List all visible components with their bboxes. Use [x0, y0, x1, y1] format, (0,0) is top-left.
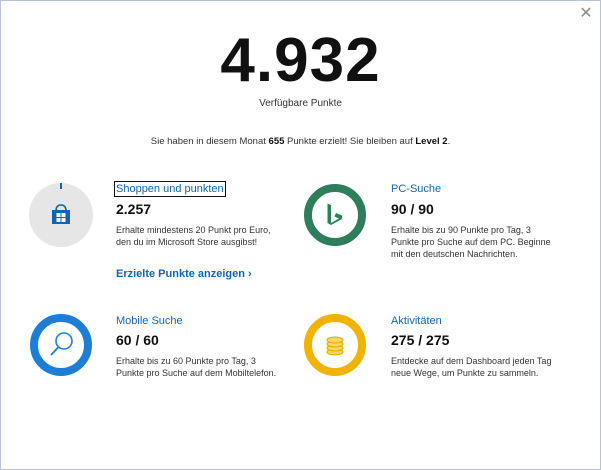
card-desc-mobile-search: Erhalte bis zu 60 Punkte pro Tag, 3 Punk…: [116, 356, 277, 378]
card-title-mobile-search[interactable]: Mobile Suche: [116, 315, 183, 327]
monthly-summary: Sie haben in diesem Monat 655 Punkte erz…: [0, 136, 601, 147]
show-earned-points-link[interactable]: Erzielte Punkte anzeigen ›: [116, 268, 252, 280]
summary-points: 655: [268, 136, 285, 147]
summary-level: Level 2: [415, 136, 448, 147]
card-title-activities[interactable]: Aktivitäten: [391, 315, 442, 327]
card-value-activities: 275 / 275: [391, 332, 450, 348]
card-desc-pc-search: Erhalte bis zu 90 Punkte pro Tag, 3 Punk…: [391, 225, 551, 259]
card-desc-activities: Entdecke auf dem Dashboard jeden Tag neu…: [391, 356, 552, 378]
available-points-label: Verfügbare Punkte: [259, 98, 342, 109]
card-value-shopping: 2.257: [116, 201, 152, 217]
magnifier-icon: [30, 314, 92, 376]
card-desc-shopping: Erhalte mindestens 20 Punkt pro Euro, de…: [116, 225, 271, 247]
store-bag-icon: [29, 183, 93, 247]
card-title-shopping[interactable]: Shoppen und punkten: [114, 181, 226, 197]
coins-icon: [304, 314, 366, 376]
card-value-pc-search: 90 / 90: [391, 201, 434, 217]
chevron-right-icon: ›: [248, 268, 252, 280]
close-icon[interactable]: ✕: [579, 5, 593, 22]
card-title-pc-search[interactable]: PC-Suche: [391, 183, 442, 195]
summary-text-1: Sie haben in diesem Monat: [150, 136, 269, 147]
summary-text-3: .: [447, 136, 451, 147]
show-earned-points-label: Erzielte Punkte anzeigen: [116, 268, 245, 280]
available-points-value: 4.932: [220, 26, 381, 95]
summary-text-2: Punkte erzielt! Sie bleiben auf: [284, 136, 416, 147]
card-value-mobile-search: 60 / 60: [116, 332, 159, 348]
bing-icon: [304, 184, 366, 246]
